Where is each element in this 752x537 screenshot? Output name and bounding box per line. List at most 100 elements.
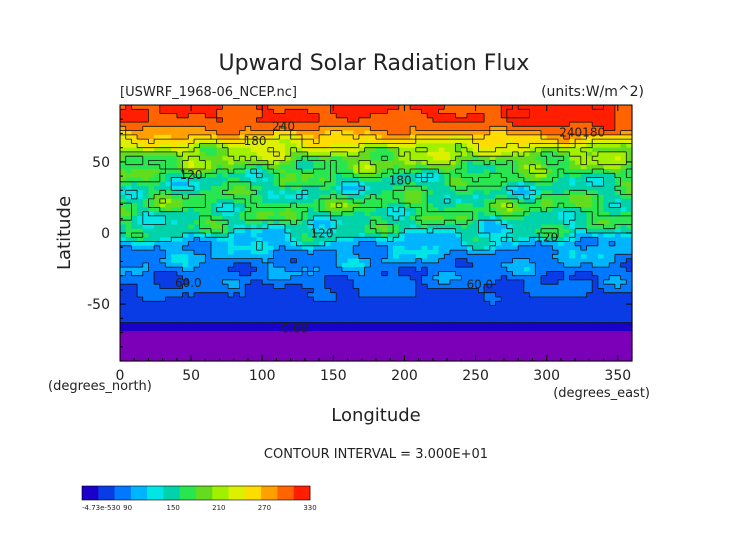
heatmap-cell xyxy=(586,139,593,144)
heatmap-cell xyxy=(495,271,502,277)
heatmap-cell xyxy=(341,262,349,268)
heatmap-cell xyxy=(467,254,474,260)
heatmap-cell xyxy=(455,279,462,285)
heatmap-cell xyxy=(148,173,155,179)
heatmap-cell xyxy=(472,134,479,140)
heatmap-cell xyxy=(324,318,332,324)
heatmap-cell xyxy=(432,241,440,247)
heatmap-cell xyxy=(558,173,565,179)
heatmap-cell xyxy=(376,117,383,123)
heatmap-cell xyxy=(347,164,354,170)
heatmap-cell xyxy=(381,241,388,247)
heatmap-cell xyxy=(205,207,212,213)
heatmap-cell xyxy=(233,318,241,324)
heatmap-cell xyxy=(620,207,627,213)
heatmap-cell xyxy=(461,292,468,298)
heatmap-cell xyxy=(358,309,366,315)
heatmap-cell xyxy=(484,130,491,136)
heatmap-cell xyxy=(432,228,440,234)
heatmap-cell xyxy=(262,301,269,307)
heatmap-cell xyxy=(336,215,343,221)
heatmap-cell xyxy=(410,245,417,251)
heatmap-cell xyxy=(506,147,514,153)
heatmap-cell xyxy=(449,194,457,200)
heatmap-cell xyxy=(205,271,212,277)
heatmap-cell xyxy=(603,122,610,127)
heatmap-cell xyxy=(512,130,519,136)
heatmap-cell xyxy=(159,203,167,208)
heatmap-cell xyxy=(279,318,286,324)
heatmap-cell xyxy=(449,267,457,272)
heatmap-cell xyxy=(199,198,206,204)
heatmap-cell xyxy=(558,181,565,187)
heatmap-cell xyxy=(512,288,519,294)
heatmap-cell xyxy=(330,126,337,132)
heatmap-cell xyxy=(421,241,428,247)
heatmap-cell xyxy=(336,211,343,217)
heatmap-cell xyxy=(478,173,485,179)
heatmap-cell xyxy=(563,322,571,328)
heatmap-cell xyxy=(341,186,349,191)
heatmap-cell xyxy=(290,190,297,196)
heatmap-cell xyxy=(358,117,366,123)
heatmap-cell xyxy=(313,156,320,162)
heatmap-cell xyxy=(506,194,514,200)
heatmap-cell xyxy=(575,258,582,264)
heatmap-cell xyxy=(250,262,258,268)
heatmap-cell xyxy=(245,318,252,324)
heatmap-cell xyxy=(580,318,588,324)
heatmap-cell xyxy=(597,105,605,110)
heatmap-cell xyxy=(171,139,178,144)
heatmap-cell xyxy=(307,207,315,213)
heatmap-cell xyxy=(535,164,542,170)
heatmap-cell xyxy=(358,215,366,221)
heatmap-cell xyxy=(120,292,127,298)
heatmap-cell xyxy=(444,245,451,251)
heatmap-cell xyxy=(199,177,206,183)
heatmap-cell xyxy=(290,326,297,332)
heatmap-cell xyxy=(415,134,423,140)
heatmap-cell xyxy=(336,203,343,208)
heatmap-cell xyxy=(506,113,514,119)
heatmap-cell xyxy=(609,203,616,208)
heatmap-cell xyxy=(586,288,593,294)
heatmap-cell xyxy=(387,331,394,336)
heatmap-cell xyxy=(415,164,423,170)
heatmap-cell xyxy=(324,326,332,332)
heatmap-cell xyxy=(262,284,269,290)
heatmap-cell xyxy=(512,194,519,200)
heatmap-cell xyxy=(290,220,297,226)
heatmap-cell xyxy=(529,292,536,298)
heatmap-cell xyxy=(137,228,144,234)
heatmap-cell xyxy=(484,279,491,285)
heatmap-cell xyxy=(347,224,354,230)
heatmap-cell xyxy=(188,275,195,281)
heatmap-cell xyxy=(233,220,241,226)
heatmap-cell xyxy=(478,228,485,234)
heatmap-cell xyxy=(552,233,559,238)
heatmap-cell xyxy=(489,228,497,234)
heatmap-cell xyxy=(159,228,167,234)
heatmap-cell xyxy=(358,151,366,157)
heatmap-cell xyxy=(137,169,144,174)
heatmap-cell xyxy=(154,250,161,255)
heatmap-cell xyxy=(142,117,150,123)
heatmap-cell xyxy=(250,241,258,247)
heatmap-cell xyxy=(347,322,354,328)
heatmap-cell xyxy=(620,335,627,341)
heatmap-cell xyxy=(211,215,218,221)
heatmap-cell xyxy=(358,245,366,251)
heatmap-cell xyxy=(319,250,326,255)
heatmap-cell xyxy=(222,109,229,115)
heatmap-cell xyxy=(410,160,417,166)
heatmap-cell xyxy=(461,147,468,153)
heatmap-cell xyxy=(171,220,178,226)
heatmap-cell xyxy=(358,181,366,187)
heatmap-cell xyxy=(313,275,320,281)
heatmap-cell xyxy=(387,241,394,247)
heatmap-cell xyxy=(245,224,252,230)
heatmap-cell xyxy=(381,130,388,136)
heatmap-cell xyxy=(535,292,542,298)
heatmap-cell xyxy=(148,331,155,336)
heatmap-cell xyxy=(222,275,229,281)
